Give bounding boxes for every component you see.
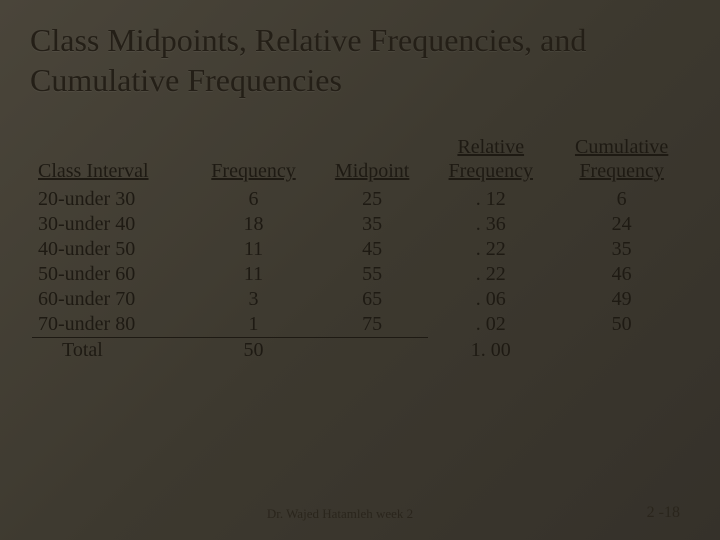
col-header-cumulative-bottom: Frequency — [579, 160, 663, 182]
cell-relative: . 02 — [428, 312, 553, 338]
frequency-table: Class Interval Frequency Midpoint Relati… — [32, 135, 690, 363]
slide-title: Class Midpoints, Relative Frequencies, a… — [30, 20, 690, 100]
footer-center-text: Dr. Wajed Hatamleh week 2 — [0, 506, 680, 522]
cell-midpoint: 75 — [316, 312, 428, 338]
frequency-table-container: Class Interval Frequency Midpoint Relati… — [30, 135, 690, 363]
table-row: 30-under 401835. 3624 — [32, 212, 690, 237]
cell-interval: 70-under 80 — [32, 312, 191, 338]
col-header-midpoint: Midpoint — [316, 135, 428, 187]
col-header-relative-frequency: Relative Frequency — [428, 135, 553, 187]
cell-interval: 20-under 30 — [32, 187, 191, 212]
cell-frequency: 1 — [191, 312, 316, 338]
cell-frequency: 6 — [191, 187, 316, 212]
cell-interval: 50-under 60 — [32, 262, 191, 287]
table-row-total: Total50 1. 00 — [32, 338, 690, 364]
table-row: 60-under 70365. 0649 — [32, 287, 690, 312]
cell-empty — [553, 338, 690, 364]
col-header-relative-bottom: Frequency — [449, 160, 533, 182]
table-row: 50-under 601155. 2246 — [32, 262, 690, 287]
table-body: 20-under 30625. 12630-under 401835. 3624… — [32, 187, 690, 363]
cell-cumulative: 49 — [553, 287, 690, 312]
cell-frequency: 18 — [191, 212, 316, 237]
footer-page-number: 2 -18 — [647, 504, 680, 522]
cell-midpoint: 65 — [316, 287, 428, 312]
cell-interval: 30-under 40 — [32, 212, 191, 237]
col-header-cumulative-frequency: Cumulative Frequency — [553, 135, 690, 187]
cell-midpoint: 35 — [316, 212, 428, 237]
cell-cumulative: 50 — [553, 312, 690, 338]
col-header-frequency: Frequency — [191, 135, 316, 187]
table-row: 20-under 30625. 126 — [32, 187, 690, 212]
cell-interval: 40-under 50 — [32, 237, 191, 262]
cell-cumulative: 46 — [553, 262, 690, 287]
cell-empty — [316, 338, 428, 364]
cell-frequency: 11 — [191, 237, 316, 262]
cell-relative: . 36 — [428, 212, 553, 237]
cell-total-frequency: 50 — [191, 338, 316, 364]
table-row: 40-under 501145. 2235 — [32, 237, 690, 262]
cell-interval: 60-under 70 — [32, 287, 191, 312]
cell-relative: . 22 — [428, 237, 553, 262]
col-header-interval: Class Interval — [32, 135, 191, 187]
cell-midpoint: 55 — [316, 262, 428, 287]
cell-total-label: Total — [32, 338, 191, 364]
footer: Dr. Wajed Hatamleh week 2 2 -18 — [0, 506, 720, 522]
cell-cumulative: 35 — [553, 237, 690, 262]
col-header-cumulative-top: Cumulative — [575, 136, 668, 158]
cell-relative: . 06 — [428, 287, 553, 312]
cell-relative: . 22 — [428, 262, 553, 287]
cell-total-relative: 1. 00 — [428, 338, 553, 364]
slide: Class Midpoints, Relative Frequencies, a… — [0, 0, 720, 540]
col-header-relative-top: Relative — [457, 136, 524, 158]
cell-midpoint: 45 — [316, 237, 428, 262]
table-header-row: Class Interval Frequency Midpoint Relati… — [32, 135, 690, 187]
table-row: 70-under 80175. 0250 — [32, 312, 690, 338]
cell-cumulative: 24 — [553, 212, 690, 237]
cell-frequency: 3 — [191, 287, 316, 312]
cell-cumulative: 6 — [553, 187, 690, 212]
cell-frequency: 11 — [191, 262, 316, 287]
cell-relative: . 12 — [428, 187, 553, 212]
cell-midpoint: 25 — [316, 187, 428, 212]
